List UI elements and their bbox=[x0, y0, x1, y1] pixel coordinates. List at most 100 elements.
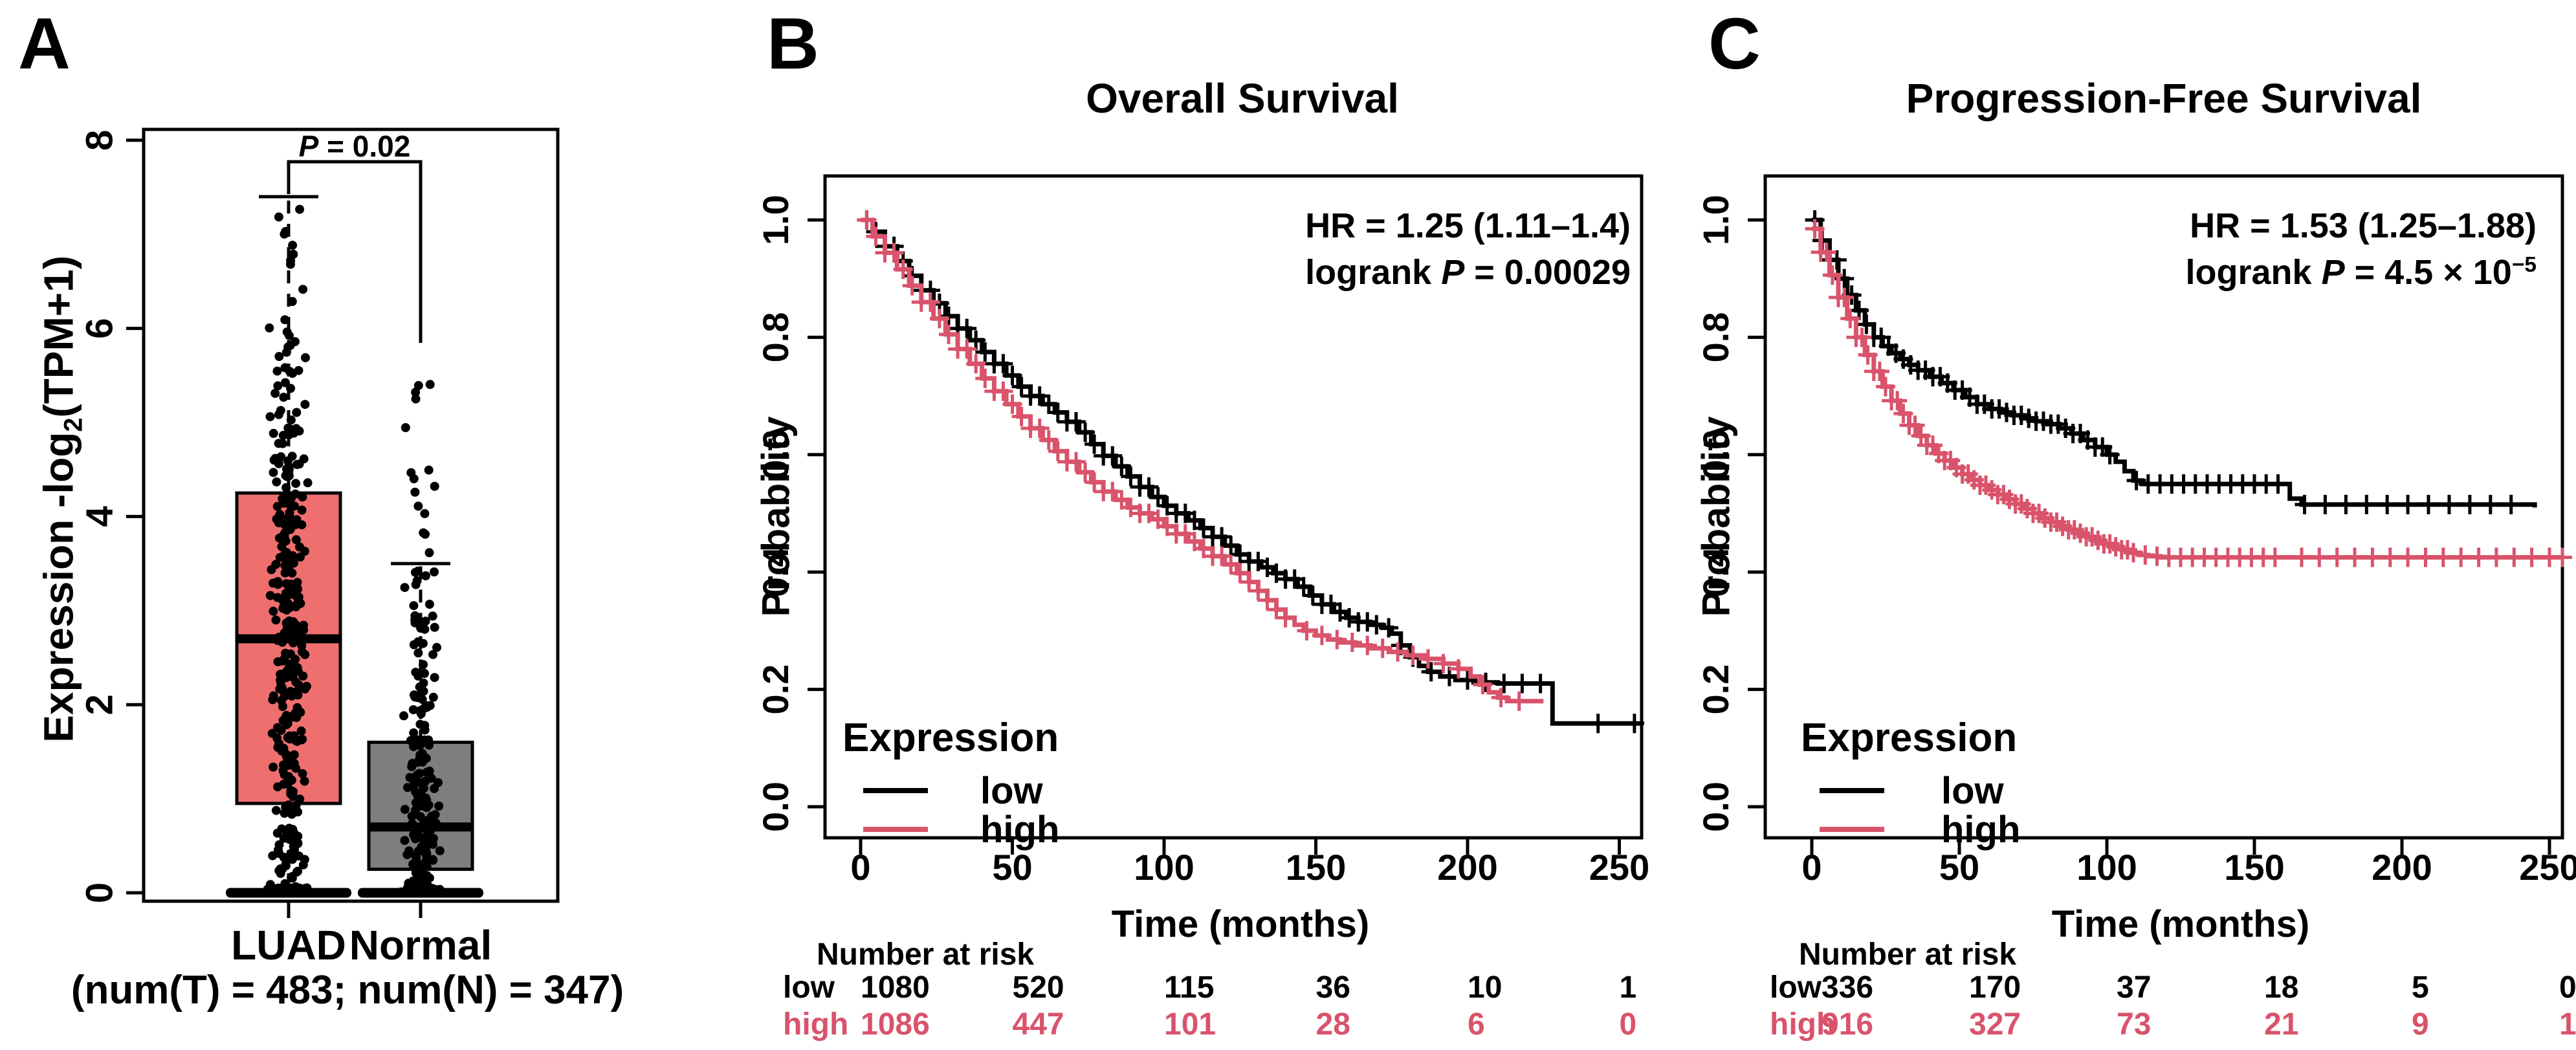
risk-value: 101 bbox=[1164, 1007, 1216, 1042]
risk-value: 5 bbox=[2412, 970, 2429, 1005]
legend-title-os: Expression bbox=[842, 716, 1059, 760]
risk-value: 0 bbox=[2559, 970, 2576, 1005]
pvalue-rest: = 0.02 bbox=[318, 129, 411, 163]
boxplot-panel: 0 2 4 6 8 LUAD Normal bbox=[78, 127, 560, 968]
hr-label-pfs: HR = 1.53 (1.25–1.88) bbox=[2190, 206, 2537, 245]
logrank-sup-pfs: −5 bbox=[2511, 253, 2537, 277]
x-tick-label: 50 bbox=[992, 847, 1032, 888]
risk-value: 447 bbox=[1013, 1007, 1064, 1042]
x-tick-label: 50 bbox=[1939, 847, 1979, 888]
boxplot-caption: (num(T) = 483; num(N) = 347) bbox=[71, 968, 624, 1012]
legend-swatch-high-os bbox=[863, 827, 928, 832]
jitter-dots-luad bbox=[263, 204, 313, 897]
logrank-label-os: logrank P = 0.00029 bbox=[1035, 254, 1631, 291]
risk-value: 73 bbox=[2117, 1007, 2151, 1042]
y-tick-label: 4 bbox=[78, 506, 120, 527]
x-tick-label: 200 bbox=[1437, 847, 1497, 888]
risk-table-header-pfs: Number at risk bbox=[1799, 937, 2017, 972]
y-tick-label: 1.0 bbox=[1695, 195, 1736, 245]
y-axis-title-pre: Expression -log bbox=[35, 432, 82, 743]
panel-c-label: C bbox=[1708, 3, 1761, 84]
boxplot-frame bbox=[142, 127, 560, 903]
pvalue-label: P = 0.02 bbox=[225, 129, 484, 163]
y-tick-label: 0.4 bbox=[1695, 547, 1736, 597]
y-tick-label: 0.2 bbox=[755, 664, 796, 715]
y-tick-label: 0.0 bbox=[755, 782, 796, 832]
y-tick-label: 6 bbox=[78, 318, 120, 338]
risk-value: 10 bbox=[1468, 970, 1502, 1005]
y-axis-title-pfs: Probability bbox=[1694, 416, 1738, 617]
risk-value: 6 bbox=[1468, 1007, 1485, 1042]
legend-swatch-low-pfs bbox=[1820, 788, 1884, 793]
risk-row-label: low bbox=[1770, 970, 1822, 1005]
risk-value: 170 bbox=[1969, 970, 2021, 1005]
y-tick-label: 0.2 bbox=[1695, 664, 1736, 715]
legend-swatch-high-pfs bbox=[1820, 827, 1884, 832]
pvalue-bracket bbox=[287, 160, 423, 343]
y-tick-label: 2 bbox=[78, 694, 120, 715]
x-tick-label: 100 bbox=[1134, 847, 1194, 888]
risk-value: 36 bbox=[1316, 970, 1350, 1005]
risk-value: 916 bbox=[1822, 1007, 1873, 1042]
x-tick-label: 250 bbox=[2519, 847, 2576, 888]
risk-value: 21 bbox=[2264, 1007, 2298, 1042]
risk-value: 9 bbox=[2412, 1007, 2429, 1042]
hr-label-os: HR = 1.25 (1.11–1.4) bbox=[1305, 206, 1631, 245]
km-censor-marks-high bbox=[857, 210, 1529, 711]
y-tick-label: 8 bbox=[78, 130, 120, 151]
y-axis-title-post: (TPM+1) bbox=[35, 255, 82, 418]
risk-value: 1080 bbox=[861, 970, 930, 1005]
jitter-dots-normal bbox=[396, 380, 445, 897]
logrank-p-pfs: P bbox=[2321, 253, 2345, 292]
km-frame bbox=[823, 174, 1644, 840]
legend-item-high-os: high bbox=[980, 809, 1060, 851]
risk-value: 520 bbox=[1013, 970, 1064, 1005]
risk-value: 28 bbox=[1316, 1007, 1350, 1042]
risk-value: 336 bbox=[1822, 970, 1873, 1005]
risk-value: 1 bbox=[1620, 970, 1637, 1005]
legend-swatch-low-os bbox=[863, 788, 928, 793]
y-tick-label: 0 bbox=[78, 882, 120, 903]
km-censor-marks-high bbox=[1805, 219, 2572, 567]
panel-a-label: A bbox=[18, 3, 71, 84]
pvalue-symbol: P bbox=[298, 129, 319, 163]
logrank-mid-pfs: = 4.5 × 10 bbox=[2344, 253, 2512, 292]
km-title-pfs: Progression-Free Survival bbox=[1906, 75, 2422, 122]
x-axis-title-os: Time (months) bbox=[1111, 903, 1370, 945]
legend-title-pfs: Expression bbox=[1801, 716, 2018, 760]
panel-b-label: B bbox=[767, 3, 819, 84]
km-frame bbox=[1763, 174, 2564, 840]
x-tick-label: 100 bbox=[2076, 847, 2137, 888]
x-axis-title-pfs: Time (months) bbox=[2051, 903, 2310, 945]
x-tick-label: 150 bbox=[1286, 847, 1346, 888]
y-axis-title-sub: 2 bbox=[59, 417, 88, 432]
group-label: Normal bbox=[349, 922, 492, 968]
risk-row-label: high bbox=[783, 1007, 848, 1042]
logrank-label-pfs: logrank P = 4.5 × 10−5 bbox=[1941, 253, 2537, 292]
x-tick-label: 200 bbox=[2372, 847, 2432, 888]
risk-row-label: high bbox=[1770, 1007, 1835, 1042]
y-tick-label: 0.6 bbox=[1695, 430, 1736, 480]
y-tick-label: 0.0 bbox=[1695, 782, 1736, 832]
logrank-pre-pfs: logrank bbox=[2185, 253, 2322, 292]
risk-value: 115 bbox=[1164, 970, 1214, 1005]
legend-item-low-pfs: low bbox=[1941, 770, 2004, 812]
risk-table-header-os: Number at risk bbox=[817, 937, 1035, 972]
y-tick-label: 0.8 bbox=[1695, 312, 1736, 362]
x-tick-label: 150 bbox=[2224, 847, 2284, 888]
km-curve-low bbox=[861, 217, 1644, 726]
y-tick-label: 0.6 bbox=[755, 430, 796, 480]
x-tick-label: 0 bbox=[1801, 847, 1822, 888]
risk-value: 327 bbox=[1969, 1007, 2021, 1042]
logrank-p: P bbox=[1441, 253, 1465, 292]
legend-item-high-pfs: high bbox=[1941, 809, 2021, 851]
x-tick-label: 0 bbox=[850, 847, 870, 888]
logrank-pre: logrank bbox=[1305, 253, 1442, 292]
km-curve-high bbox=[861, 217, 1544, 704]
logrank-mid: = 0.00029 bbox=[1464, 253, 1631, 292]
risk-value: 1086 bbox=[861, 1007, 930, 1042]
